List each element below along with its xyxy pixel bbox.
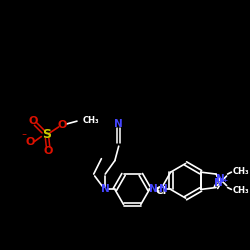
Text: O: O bbox=[25, 137, 34, 147]
Text: N: N bbox=[149, 184, 158, 194]
Text: ⁻: ⁻ bbox=[22, 132, 26, 142]
Text: Cl: Cl bbox=[156, 186, 167, 196]
Text: N⁺: N⁺ bbox=[214, 178, 228, 188]
Text: N: N bbox=[158, 184, 167, 194]
Text: N: N bbox=[101, 184, 110, 194]
Text: O: O bbox=[28, 116, 38, 126]
Text: CH₃: CH₃ bbox=[83, 116, 99, 125]
Text: N: N bbox=[114, 119, 123, 129]
Text: O: O bbox=[58, 120, 67, 130]
Text: S: S bbox=[42, 128, 51, 141]
Text: O: O bbox=[44, 146, 53, 156]
Text: CH₃: CH₃ bbox=[232, 186, 249, 195]
Text: CH₃: CH₃ bbox=[232, 167, 249, 176]
Text: N: N bbox=[216, 174, 225, 184]
